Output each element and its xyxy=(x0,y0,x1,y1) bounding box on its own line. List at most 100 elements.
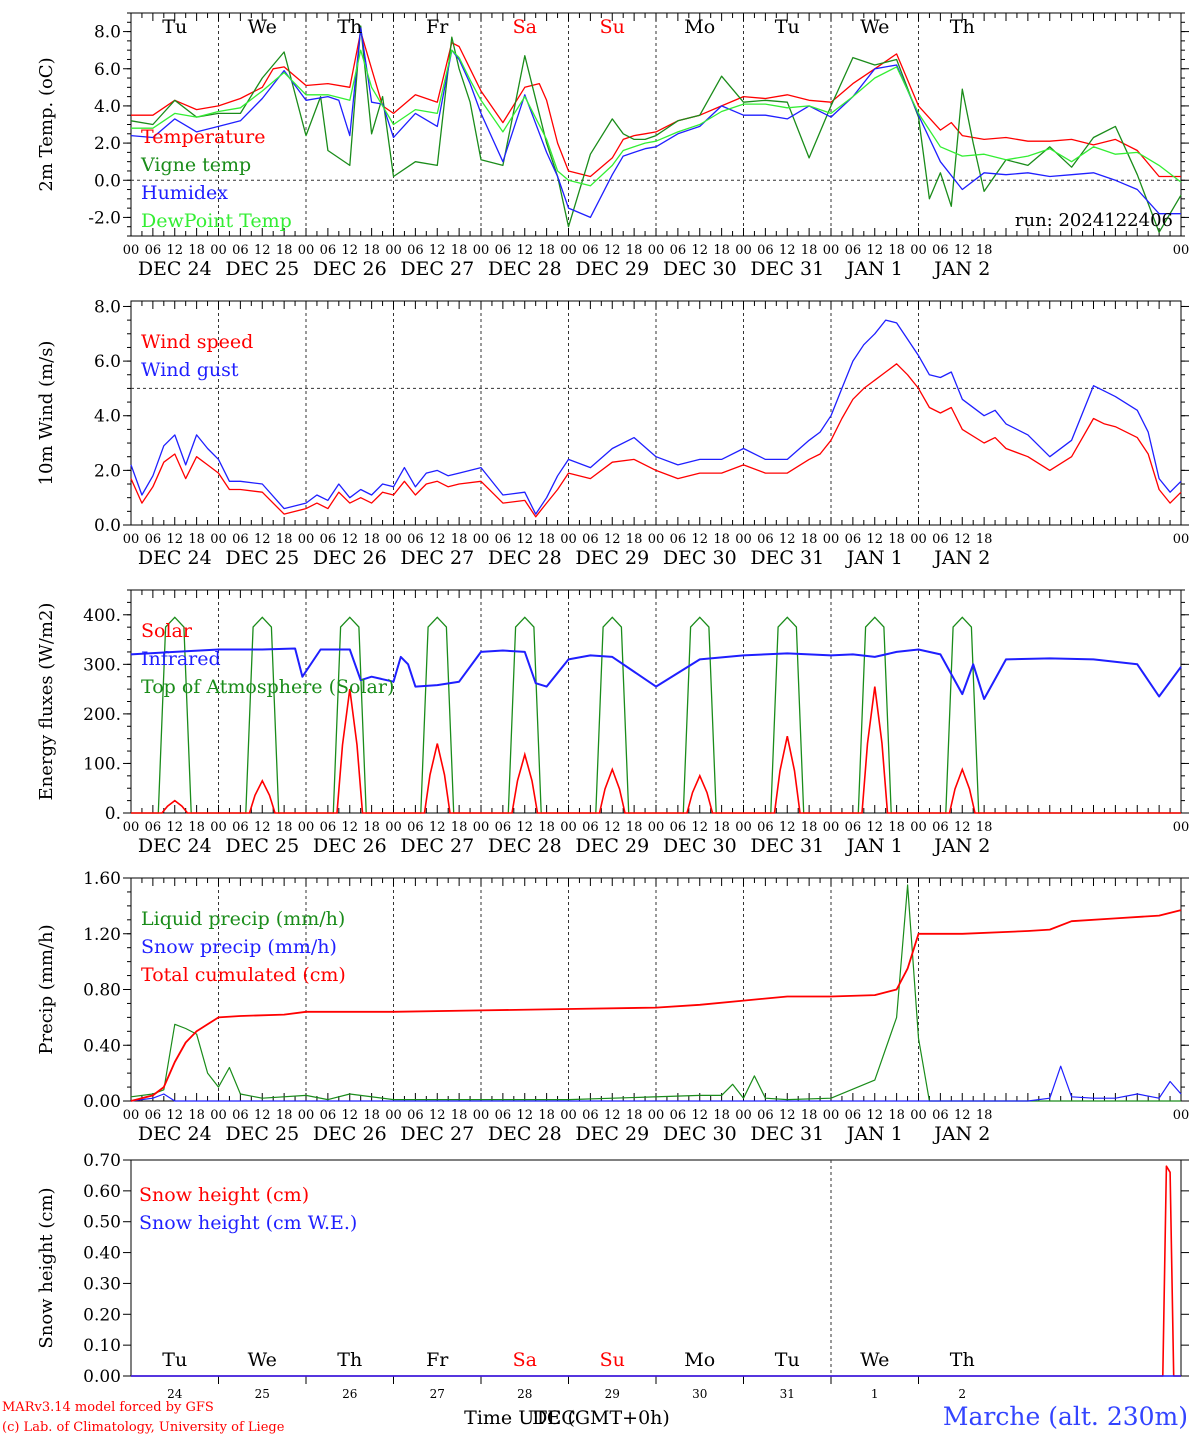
x-date-label: DEC 26 xyxy=(313,258,387,280)
legend-entry: Top of Atmosphere (Solar) xyxy=(141,676,394,698)
x-hour-label: 12 xyxy=(341,532,358,547)
x-hour-label: 18 xyxy=(713,820,730,835)
x-hour-label: 18 xyxy=(451,532,468,547)
x-date-label: JAN 2 xyxy=(932,258,990,280)
day-number-label: 26 xyxy=(342,1387,357,1401)
x-hour-label: 12 xyxy=(779,1108,796,1123)
x-hour-label: 12 xyxy=(954,820,971,835)
day-name-label: We xyxy=(248,1349,277,1371)
x-hour-label: 00 xyxy=(123,243,140,258)
legend-entry: Snow height (cm W.E.) xyxy=(139,1212,357,1234)
day-name-label: Sa xyxy=(513,1349,537,1371)
x-hour-label: 18 xyxy=(363,820,380,835)
x-hour-label: 12 xyxy=(691,1108,708,1123)
y-tick-label: 8.0 xyxy=(94,297,121,317)
x-hour-label: 12 xyxy=(866,820,883,835)
y-axis-label: Snow height (cm) xyxy=(36,1187,57,1348)
y-tick-label: 0.0 xyxy=(94,516,121,536)
day-name-label: We xyxy=(860,1349,889,1371)
day-number-label: 25 xyxy=(255,1387,270,1401)
legend-entry: Humidex xyxy=(141,182,228,204)
x-hour-label: 18 xyxy=(801,1108,818,1123)
x-hour-label: 06 xyxy=(145,243,162,258)
x-hour-label: 06 xyxy=(407,820,424,835)
x-date-label: DEC 29 xyxy=(575,258,649,280)
day-name-label: Th xyxy=(337,16,362,38)
day-name-label: Tu xyxy=(775,16,800,38)
x-hour-label: 12 xyxy=(341,820,358,835)
x-hour-label: 00 xyxy=(648,243,665,258)
x-hour-label: 06 xyxy=(932,1108,949,1123)
x-hour-label: 06 xyxy=(145,1108,162,1123)
day-name-label: Th xyxy=(337,1349,362,1371)
x-hour-label: 00 xyxy=(648,820,665,835)
x-hour-label: 00 xyxy=(910,243,927,258)
y-tick-label: 1.60 xyxy=(83,869,121,889)
x-axis-title: Time UTC (GMT+0h) xyxy=(464,1407,670,1429)
x-date-label: JAN 2 xyxy=(932,835,990,857)
x-date-label: DEC 24 xyxy=(138,258,212,280)
x-hour-label: 00 xyxy=(298,532,315,547)
day-name-label: Sa xyxy=(513,16,537,38)
x-hour-label: 00 xyxy=(1173,1108,1190,1123)
x-hour-label: 18 xyxy=(451,820,468,835)
x-hour-label: 18 xyxy=(626,532,643,547)
y-tick-label: 0.00 xyxy=(83,1367,121,1387)
x-hour-label: 12 xyxy=(691,243,708,258)
series-line xyxy=(130,647,1182,700)
x-date-label: JAN 2 xyxy=(932,547,990,569)
x-hour-label: 00 xyxy=(473,820,490,835)
x-hour-label: 18 xyxy=(451,1108,468,1123)
x-hour-label: 06 xyxy=(582,243,599,258)
x-hour-label: 12 xyxy=(254,243,271,258)
x-hour-label: 18 xyxy=(538,1108,555,1123)
y-tick-label: -2.0 xyxy=(88,208,121,228)
x-hour-label: 06 xyxy=(670,1108,687,1123)
model-credit: MARv3.14 model forced by GFS xyxy=(2,1400,214,1415)
x-hour-label: 12 xyxy=(166,820,183,835)
x-hour-label: 06 xyxy=(320,820,337,835)
series-line xyxy=(131,30,1181,178)
x-hour-label: 00 xyxy=(560,820,577,835)
legend-entry: Total cumulated (cm) xyxy=(141,964,346,986)
x-hour-label: 06 xyxy=(582,820,599,835)
x-hour-label: 18 xyxy=(888,243,905,258)
plot-frame xyxy=(130,300,1182,526)
x-hour-label: 00 xyxy=(210,532,227,547)
x-date-label: DEC 28 xyxy=(488,258,562,280)
x-hour-label: 12 xyxy=(779,820,796,835)
lab-credit: (c) Lab. of Climatology, University of L… xyxy=(2,1420,285,1435)
x-date-label: DEC 29 xyxy=(575,1123,649,1145)
y-tick-label: 6.0 xyxy=(94,60,121,80)
x-hour-label: 06 xyxy=(932,532,949,547)
plot-frame xyxy=(130,589,1182,814)
x-hour-label: 06 xyxy=(670,243,687,258)
y-axis-label: 10m Wind (m/s) xyxy=(36,341,57,486)
x-date-label: JAN 1 xyxy=(845,1123,903,1145)
series-line xyxy=(130,27,1181,219)
panel-4: 1.60 1.20 0.80 0.40 0.00 Precip (mm/h) 00 06 12 1… xyxy=(36,869,1189,1145)
x-date-label: DEC 27 xyxy=(400,547,474,569)
x-hour-label: 12 xyxy=(166,1108,183,1123)
x-date-label: DEC 29 xyxy=(575,835,649,857)
y-tick-label: 8.0 xyxy=(94,23,121,43)
x-hour-label: 00 xyxy=(823,532,840,547)
x-hour-label: 18 xyxy=(276,1108,293,1123)
legend-entry: Wind gust xyxy=(141,359,239,381)
x-hour-label: 06 xyxy=(320,243,337,258)
series-line xyxy=(131,49,1182,187)
day-number-label: 29 xyxy=(605,1387,620,1401)
x-hour-label: 12 xyxy=(691,532,708,547)
x-hour-label: 12 xyxy=(516,820,533,835)
x-hour-label: 18 xyxy=(976,820,993,835)
day-number-label: 27 xyxy=(430,1387,445,1401)
day-name-label: Fr xyxy=(426,16,449,38)
x-hour-label: 18 xyxy=(626,243,643,258)
series-line xyxy=(130,884,1181,1102)
x-date-label: DEC 24 xyxy=(138,547,212,569)
x-hour-label: 12 xyxy=(516,243,533,258)
legend-entry: Snow height (cm) xyxy=(139,1184,309,1206)
y-tick-label: 6.0 xyxy=(94,352,121,372)
x-date-label: DEC 31 xyxy=(750,258,824,280)
x-hour-label: 06 xyxy=(582,532,599,547)
